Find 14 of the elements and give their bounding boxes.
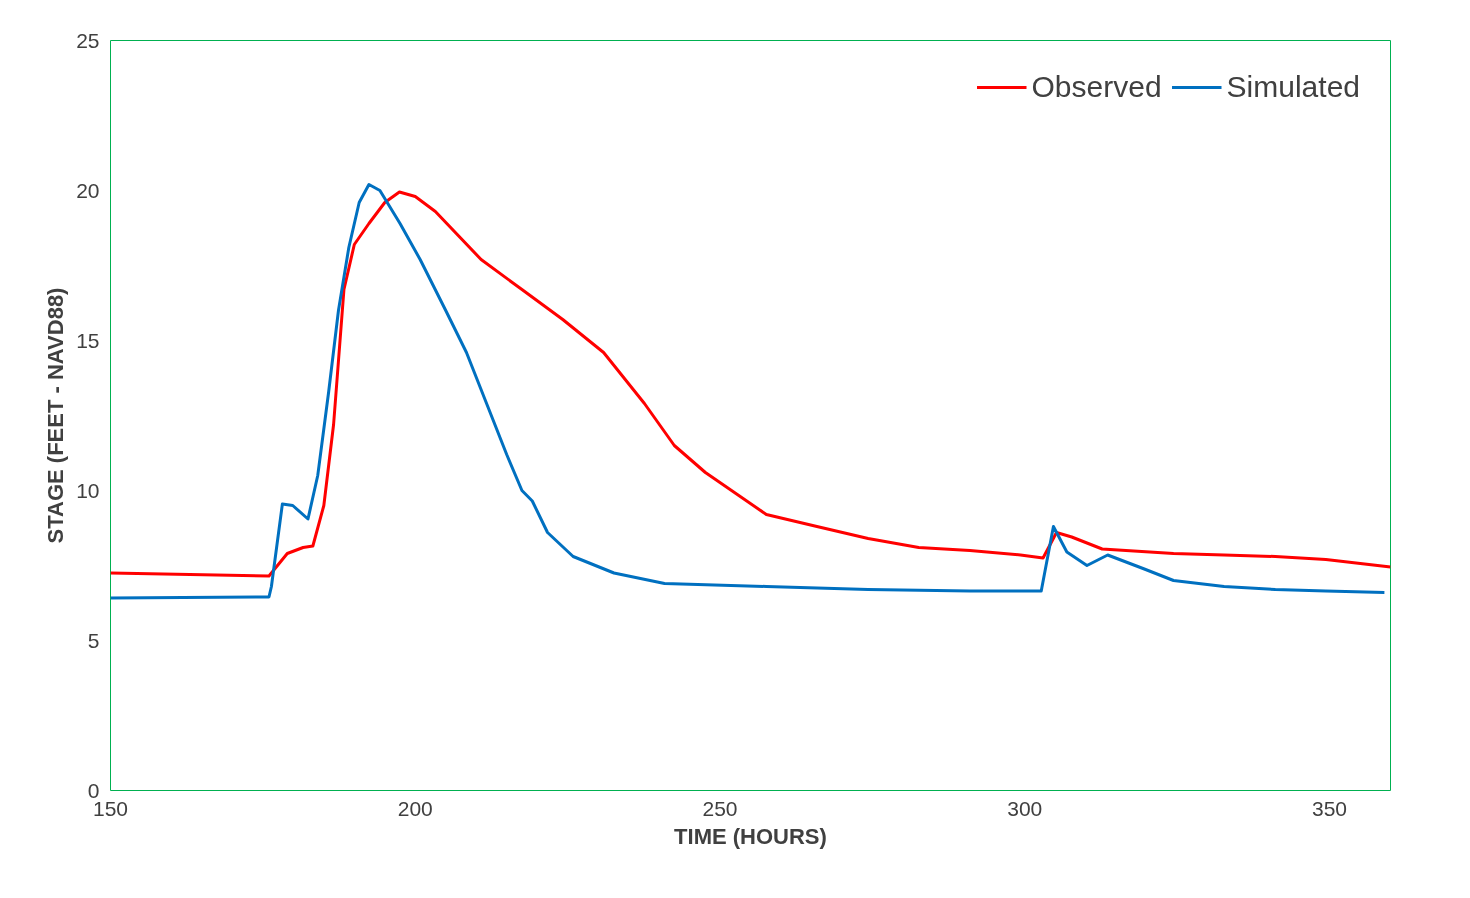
y-axis-title: STAGE (FEET - NAVD88) xyxy=(43,287,69,544)
y-tick-label: 20 xyxy=(76,178,100,202)
y-tick-label: 0 xyxy=(87,778,100,802)
x-tick-label: 300 xyxy=(1007,796,1043,820)
x-tick-label: 350 xyxy=(1312,796,1348,820)
y-tick-label: 15 xyxy=(76,328,100,352)
legend-label: Simulated xyxy=(1226,70,1360,104)
y-tick-label: 5 xyxy=(87,628,100,652)
x-tick-label: 200 xyxy=(397,796,433,820)
y-tick-label: 10 xyxy=(76,478,100,502)
x-axis-title: TIME (HOURS) xyxy=(674,823,827,849)
y-tick-label: 25 xyxy=(76,28,100,52)
x-tick-label: 250 xyxy=(702,796,738,820)
legend-label: Observed xyxy=(1031,70,1162,104)
